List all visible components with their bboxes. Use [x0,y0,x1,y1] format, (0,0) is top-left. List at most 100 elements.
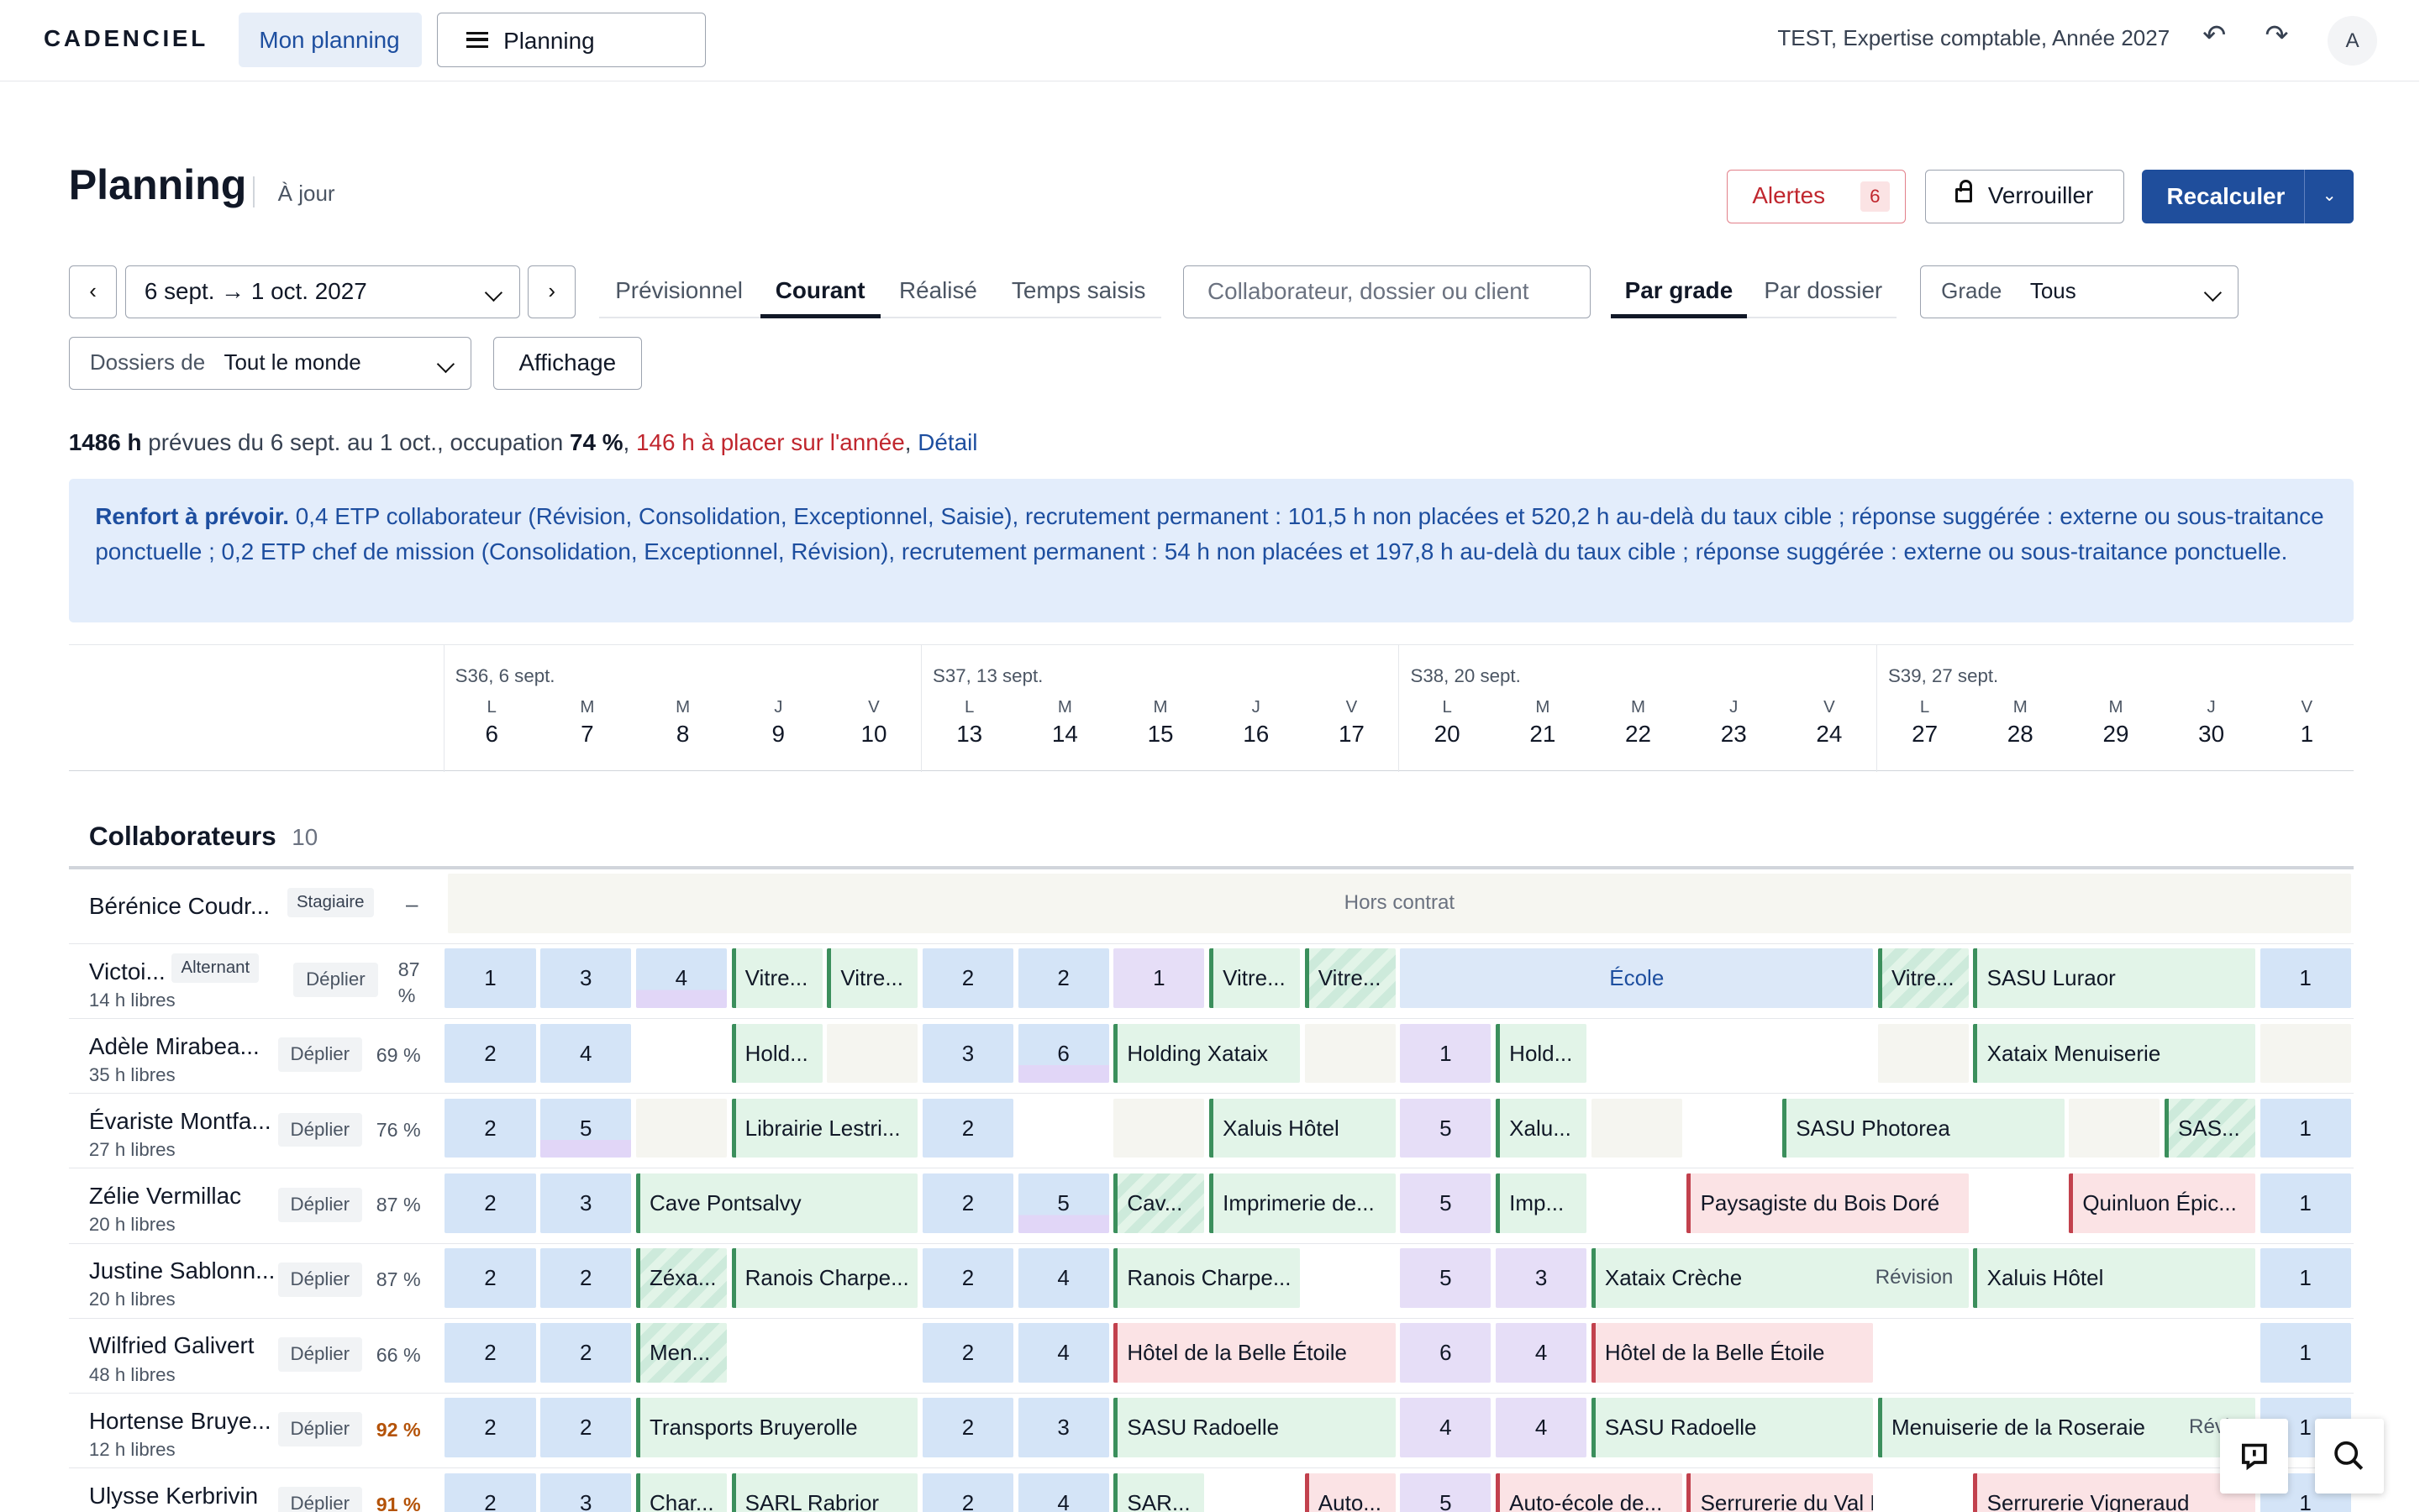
brand-logo[interactable]: CADENCIEL [44,24,208,51]
redo-icon[interactable]: ↷ [2265,20,2289,52]
planning-cell[interactable]: 2 [540,1248,632,1308]
planning-cell[interactable]: Paysagiste du Bois Doré [1686,1173,1969,1233]
planning-cell[interactable]: 6 [1018,1023,1109,1084]
person-name[interactable]: Victoi... [88,958,166,984]
display-button[interactable]: Affichage [493,337,642,391]
planning-cell[interactable]: Transports Bruyerolle [635,1398,918,1458]
search-input[interactable]: Collaborateur, dossier ou client [1183,265,1591,318]
person-name[interactable]: Adèle Mirabea... [88,1032,260,1059]
planning-cell[interactable]: Serrurerie du Val Fleuri [1686,1473,1874,1512]
detail-link[interactable]: Détail [918,428,978,455]
tab-par-dossier[interactable]: Par dossier [1764,276,1883,303]
planning-cell[interactable]: 1 [1400,1023,1491,1084]
planning-cell[interactable]: 2 [922,1473,1013,1512]
avatar[interactable]: A [2327,15,2378,66]
planning-cell[interactable]: SASU Luraor [1973,948,2255,1009]
date-range-select[interactable]: 6 sept. → 1 oct. 2027 [124,265,520,318]
planning-cell[interactable] [635,1098,727,1158]
planning-cell[interactable]: Ranois Charpe... [731,1248,918,1308]
nav-planning-menu[interactable]: Planning [437,12,706,67]
planning-cell[interactable]: 2 [922,1323,1013,1383]
planning-cell[interactable]: Men... [635,1323,727,1383]
planning-cell[interactable]: 5 [1400,1098,1491,1158]
planning-cell[interactable]: Xaluis Hôtel [1208,1098,1396,1158]
planning-cell[interactable]: 4 [1018,1323,1109,1383]
planning-cell[interactable]: 1 [2260,1323,2351,1383]
planning-cell[interactable]: 2 [540,1323,632,1383]
planning-cell[interactable]: 2 [922,1248,1013,1308]
planning-cell[interactable]: 5 [1400,1473,1491,1512]
person-name[interactable]: Évariste Montfa... [88,1107,271,1134]
tab-par-grade[interactable]: Par grade [1611,269,1747,318]
expand-button[interactable]: Déplier [277,1112,362,1147]
expand-button[interactable]: Déplier [277,1187,362,1222]
planning-cell[interactable]: 2 [445,1398,536,1458]
planning-cell[interactable]: 3 [540,948,632,1009]
planning-cell[interactable]: 6 [1400,1323,1491,1383]
expand-button[interactable]: Déplier [277,1037,362,1073]
planning-cell[interactable]: SASU Radoelle [1591,1398,1874,1458]
planning-cell[interactable]: 4 [1400,1398,1491,1458]
planning-cell[interactable]: SAR... [1113,1473,1205,1512]
planning-cell[interactable]: Xataix Menuiserie [1973,1023,2255,1084]
grade-select[interactable]: Grade Tous [1919,265,2238,318]
planning-cell[interactable]: 1 [2260,1173,2351,1233]
alerts-button[interactable]: Alertes 6 [1726,170,1907,223]
nav-mon-planning[interactable]: Mon planning [239,12,422,67]
planning-cell[interactable] [827,1023,918,1084]
planning-cell[interactable]: Holding Xataix [1113,1023,1301,1084]
planning-cell[interactable]: Xaluis Hôtel [1973,1248,2255,1308]
planning-cell[interactable] [1591,1098,1682,1158]
planning-cell[interactable]: 2 [445,1098,536,1158]
planning-cell[interactable]: SARL Rabrior [731,1473,918,1512]
expand-button[interactable]: Déplier [293,963,378,998]
expand-button[interactable]: Déplier [277,1337,362,1372]
planning-cell[interactable]: Librairie Lestri... [731,1098,918,1158]
planning-cell[interactable]: Xalu... [1496,1098,1587,1158]
planning-cell[interactable]: Vitre... [1304,948,1396,1009]
planning-cell[interactable]: 3 [1496,1248,1587,1308]
planning-cell[interactable] [2069,1098,2160,1158]
planning-cell[interactable]: 5 [540,1098,632,1158]
planning-cell[interactable]: SASU Radoelle [1113,1398,1396,1458]
planning-cell[interactable]: Hôtel de la Belle Étoile [1591,1323,1874,1383]
undo-icon[interactable]: ↶ [2202,20,2227,52]
planning-cell[interactable]: 2 [922,1398,1013,1458]
planning-cell[interactable]: 3 [922,1023,1013,1084]
person-name[interactable]: Ulysse Kerbrivin [88,1482,259,1509]
dossiers-select[interactable]: Dossiers de Tout le monde [68,337,472,391]
planning-cell[interactable]: Vitre... [827,948,918,1009]
planning-cell[interactable]: Xataix Crèche Révision [1591,1248,1969,1308]
next-period-button[interactable]: › [527,265,576,318]
planning-cell[interactable]: SAS... [2164,1098,2255,1158]
planning-cell[interactable]: 2 [445,1173,536,1233]
planning-cell[interactable]: Zéxa... [635,1248,727,1308]
recalc-button[interactable]: Recalculer ⌄ [2141,170,2354,223]
person-name[interactable]: Wilfried Galivert [88,1332,255,1359]
collapse-icon[interactable]: – [405,890,418,916]
planning-cell[interactable]: Quinluon Épic... [2069,1173,2255,1233]
tab-courant[interactable]: Courant [760,269,881,318]
planning-cell[interactable]: 4 [1496,1398,1587,1458]
planning-cell[interactable]: Vitre... [731,948,823,1009]
feedback-button[interactable] [2219,1418,2289,1494]
planning-cell[interactable]: Imprimerie de... [1208,1173,1396,1233]
planning-cell[interactable]: 2 [922,1098,1013,1158]
planning-cell[interactable]: Cav... [1113,1173,1205,1233]
planning-cell[interactable]: 1 [1113,948,1205,1009]
planning-cell[interactable] [1113,1098,1205,1158]
planning-cell[interactable]: 2 [1018,948,1109,1009]
planning-cell[interactable]: 1 [2260,1248,2351,1308]
expand-button[interactable]: Déplier [277,1412,362,1447]
planning-cell[interactable]: 5 [1400,1248,1491,1308]
planning-cell[interactable]: Char... [635,1473,727,1512]
prev-period-button[interactable]: ‹ [68,265,118,318]
planning-cell[interactable]: 4 [1496,1323,1587,1383]
recalc-dropdown-chevron-icon[interactable]: ⌄ [2303,170,2354,223]
planning-cell[interactable]: 4 [635,948,727,1009]
tab-realise[interactable]: Réalisé [899,276,977,303]
planning-cell[interactable]: 5 [1018,1173,1109,1233]
planning-cell[interactable]: Serrurerie Vigneraud [1973,1473,2255,1512]
planning-cell[interactable]: 1 [445,948,536,1009]
person-name[interactable]: Hortense Bruye... [88,1407,271,1434]
